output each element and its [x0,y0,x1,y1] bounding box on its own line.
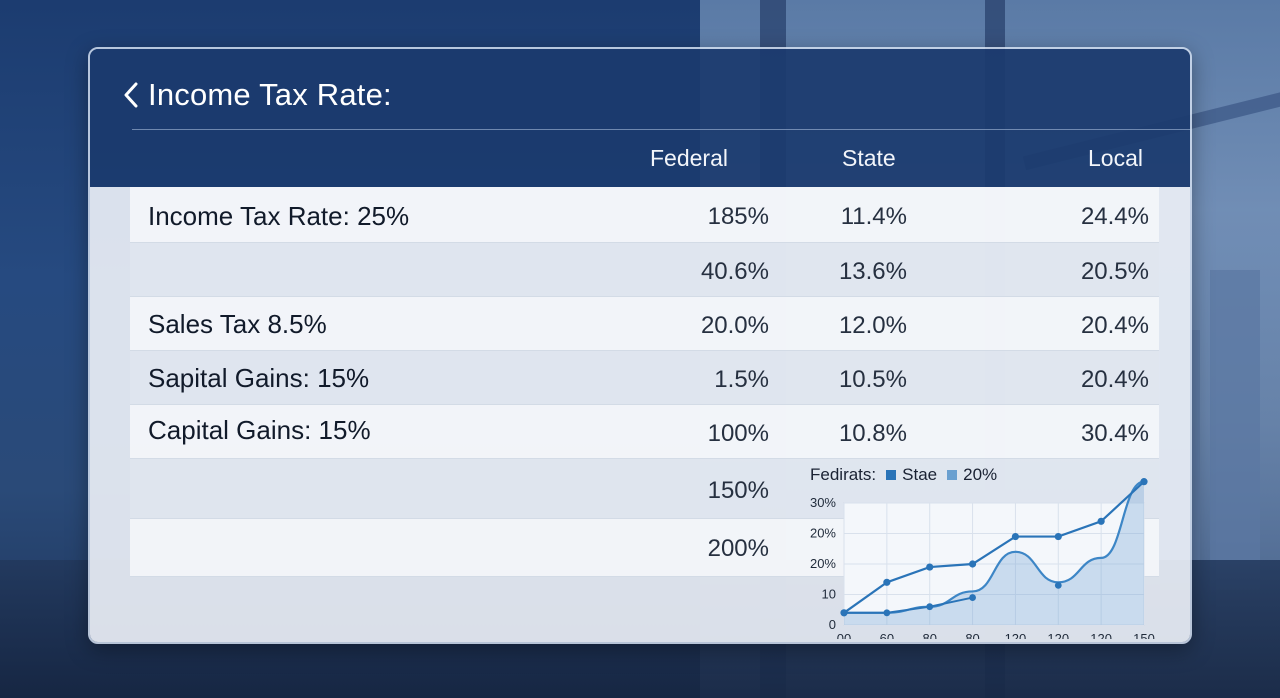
background-building [1210,270,1260,590]
state-value: 13.6% [838,258,907,285]
data-point-20 [840,609,848,617]
legend-label-20: 20% [963,465,998,484]
table-row: 40.6% 13.6% 20.5% [130,243,1159,297]
tax-rate-chart: Fedirats: Stae 20% 0 10 20% 20% 30% 00 60 80 80 1… [810,459,1170,639]
legend-title: Fedirats: [810,465,877,484]
column-header-federal: Federal [650,145,728,171]
data-point-20 [1054,581,1062,589]
table-body: Income Tax Rate: 25% 185% 11.4% 24.4% 40… [90,187,1190,642]
chart-plot: 0 10 20% 20% 30% 00 60 80 80 120 120 120 150 [810,478,1155,639]
local-value: 24.4% [1080,203,1149,230]
row-label: Sapital Gains: 15% [148,363,370,393]
data-point-stae [1054,532,1062,541]
y-tick-label: 30% [810,495,836,510]
legend-swatch-20 [947,470,958,480]
x-tick-label: 120 [1005,631,1027,639]
data-point-stae [968,560,977,568]
data-point-stae [1140,478,1148,486]
federal-value: 150% [707,477,769,504]
y-tick-label: 20% [810,526,836,541]
column-header-state: State [842,145,896,171]
panel-header: Income Tax Rate: Federal State Local [90,49,1190,187]
federal-value: 200% [707,535,769,562]
data-point-20 [926,603,934,611]
data-point-20 [883,609,891,617]
data-point-stae [1011,532,1020,541]
data-point-stae [926,563,934,571]
local-value: 20.4% [1080,312,1149,339]
x-tick-label: 120 [1047,631,1069,639]
series-area [844,481,1144,625]
y-tick-label: 0 [829,617,836,632]
federal-value: 185% [707,203,769,230]
state-value: 11.4% [840,203,907,230]
local-value: 30.4% [1080,420,1149,447]
federal-value: 1.5% [714,366,769,393]
chevron-left-icon [124,82,138,108]
y-tick-label: 20% [810,556,836,571]
x-tick-label: 00 [837,631,851,639]
table-row: Sales Tax 8.5% 20.0% 12.0% 20.4% [130,297,1159,351]
legend-swatch-stae [886,470,897,480]
series-line-stae [843,480,1145,614]
tax-rate-panel: Income Tax Rate: Federal State Local Inc… [88,47,1192,644]
state-value: 12.0% [838,312,907,339]
data-point-stae [883,578,891,586]
x-tick-label: 80 [922,631,936,639]
state-value: 10.5% [838,366,907,393]
legend-label-stae: Stae [902,465,938,484]
data-point-stae [1097,517,1105,525]
federal-value: 100% [707,420,769,447]
local-value: 20.5% [1080,258,1149,285]
x-tick-label: 150 [1133,631,1155,639]
row-label: Capital Gains: 15% [148,415,371,445]
row-label: Income Tax Rate: 25% [148,201,410,231]
data-point-20 [969,594,976,601]
federal-value: 40.6% [700,258,769,285]
table-row: Sapital Gains: 15% 1.5% 10.5% 20.4% [130,351,1159,405]
federal-value: 20.0% [700,312,769,339]
row-label: Sales Tax 8.5% [148,309,327,339]
x-tick-label: 120 [1090,631,1112,639]
page-title: Income Tax Rate: [148,77,392,112]
y-tick-label: 10 [822,587,836,602]
table-row: Capital Gains: 15% 100% 10.8% 30.4% [130,405,1159,459]
chart-legend: Fedirats: Stae 20% [810,465,997,485]
column-header-local: Local [1088,145,1143,171]
local-value: 20.4% [1080,366,1149,393]
x-tick-label: 60 [880,631,894,639]
series-line-20 [844,596,973,614]
state-value: 10.8% [838,420,907,447]
header-divider [132,129,1190,130]
table-row: Income Tax Rate: 25% 185% 11.4% 24.4% [130,187,1159,243]
back-button[interactable]: Income Tax Rate: [122,75,392,115]
x-tick-label: 80 [965,631,979,639]
